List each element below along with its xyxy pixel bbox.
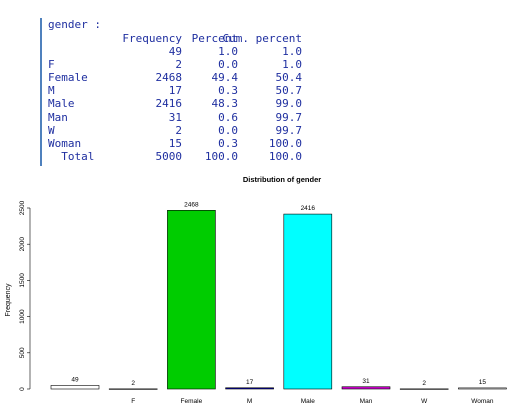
row-frequency: 2 <box>175 123 182 137</box>
row-frequency: 15 <box>168 136 182 150</box>
table-header-row: Frequency Percent Cum. percent <box>42 32 342 45</box>
total-label: Total <box>48 149 95 163</box>
bar <box>283 213 333 390</box>
table-row: W 2 0.0 99.7 <box>42 124 342 137</box>
y-tick-label: 500 <box>19 347 26 358</box>
data-label: 17 <box>246 379 254 386</box>
x-tick-label: Female <box>181 398 203 405</box>
total-cum-percent: 100.0 <box>268 149 302 163</box>
bars <box>50 210 507 390</box>
row-cum-percent: 99.0 <box>275 97 303 111</box>
row-cum-percent: 99.7 <box>275 123 303 137</box>
data-label: 49 <box>71 376 79 383</box>
chart-title: Distribution of gender <box>243 175 321 184</box>
row-percent: 0.3 <box>218 136 238 150</box>
y-tick-label: 1000 <box>19 309 26 324</box>
data-label: 2468 <box>184 201 199 208</box>
row-frequency: 2468 <box>155 71 183 85</box>
table-row: F 2 0.0 1.0 <box>42 58 342 71</box>
total-frequency: 5000 <box>155 149 183 163</box>
row-cum-percent: 1.0 <box>282 58 302 72</box>
row-frequency: 2 <box>175 58 182 72</box>
row-frequency: 49 <box>168 45 182 58</box>
bar <box>458 387 507 390</box>
data-label: 15 <box>479 379 487 386</box>
row-frequency: 31 <box>168 110 182 124</box>
row-label: Woman <box>48 136 82 150</box>
y-tick-label: 0 <box>19 387 26 391</box>
bar <box>341 386 391 390</box>
row-percent: 1.0 <box>218 45 238 58</box>
bar <box>225 387 274 390</box>
row-label: Male <box>48 97 75 111</box>
row-label: W <box>48 123 55 137</box>
table-total-row: Total 5000 100.0 100.0 <box>42 150 342 163</box>
bar <box>167 210 216 390</box>
data-labels: 49 2 2468 17 2416 31 2 15 <box>71 201 486 387</box>
row-label: M <box>48 84 55 98</box>
row-label: F <box>48 58 55 72</box>
x-tick-label: Man <box>360 398 373 405</box>
table-row: Female 2468 49.4 50.4 <box>42 71 342 84</box>
row-percent: 0.6 <box>218 110 238 124</box>
y-axis: 0 500 1000 1500 2000 2500 <box>19 200 31 391</box>
data-label: 2 <box>131 380 135 387</box>
row-frequency: 2416 <box>155 97 183 111</box>
row-cum-percent: 1.0 <box>282 45 302 58</box>
x-tick-labels: F Female M Male Man W Woman <box>131 398 494 405</box>
row-percent: 48.3 <box>211 97 239 111</box>
row-cum-percent: 50.7 <box>275 84 303 98</box>
bar-chart: Distribution of gender Frequency 0 500 100… <box>5 175 507 405</box>
y-tick-label: 1500 <box>19 273 26 288</box>
x-tick-label: Woman <box>471 398 494 405</box>
row-percent: 0.0 <box>218 58 238 72</box>
data-label: 2416 <box>301 205 316 212</box>
bar <box>50 385 100 390</box>
row-cum-percent: 99.7 <box>275 110 303 124</box>
y-tick-label: 2500 <box>19 200 26 215</box>
table-row: Woman 15 0.3 100.0 <box>42 137 342 150</box>
table-title: gender : <box>48 18 101 31</box>
x-tick-label: F <box>131 398 135 405</box>
data-label: 31 <box>362 378 370 385</box>
row-frequency: 17 <box>168 84 182 98</box>
total-percent: 100.0 <box>204 149 238 163</box>
bar <box>399 388 449 390</box>
y-axis-label: Frequency <box>5 283 12 317</box>
table-title-row: gender : <box>42 18 342 31</box>
table-header: Percent <box>191 32 238 45</box>
table-row: M 17 0.3 50.7 <box>42 84 342 97</box>
row-percent: 0.3 <box>218 84 238 98</box>
row-cum-percent: 50.4 <box>275 71 303 85</box>
x-tick-label: M <box>247 398 252 405</box>
table-row: Man 31 0.6 99.7 <box>42 111 342 124</box>
table-header: Cum. percent <box>222 32 302 45</box>
row-label: Female <box>48 71 88 85</box>
bar <box>108 388 158 390</box>
data-label: 2 <box>422 380 426 387</box>
table-header: Frequency <box>122 32 182 45</box>
table-row: Male 2416 48.3 99.0 <box>42 97 342 110</box>
row-percent: 0.0 <box>218 123 238 137</box>
x-tick-label: Male <box>301 398 315 405</box>
row-cum-percent: 100.0 <box>268 136 302 150</box>
x-tick-label: W <box>421 398 428 405</box>
row-percent: 49.4 <box>211 71 239 85</box>
frequency-table: gender : Frequency Percent Cum. percent 49 1.… <box>40 18 342 166</box>
y-tick-label: 2000 <box>19 237 26 252</box>
row-label: Man <box>48 110 68 124</box>
table-row: 49 1.0 1.0 <box>42 45 342 58</box>
